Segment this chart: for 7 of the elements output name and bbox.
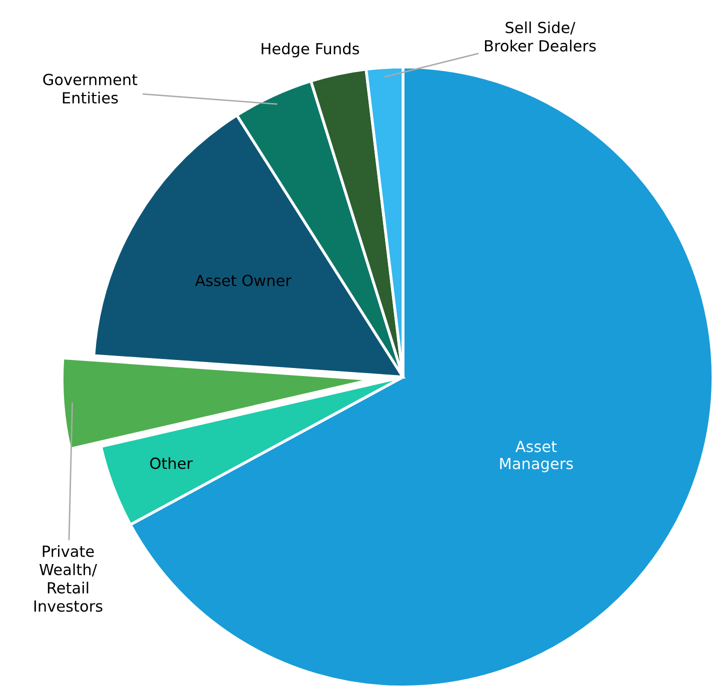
- slice-label: Asset Owner: [195, 274, 292, 286]
- slice-label: Sell Side/ Broker Dealers: [484, 21, 596, 52]
- slice-label: Other: [150, 457, 193, 470]
- slice-label: Hedge Funds: [262, 42, 360, 58]
- slice-label: Government Entities: [43, 74, 138, 104]
- slice-label: Private Wealth/ Retail Investors: [34, 545, 102, 612]
- slice-label: Asset Managers: [500, 440, 573, 472]
